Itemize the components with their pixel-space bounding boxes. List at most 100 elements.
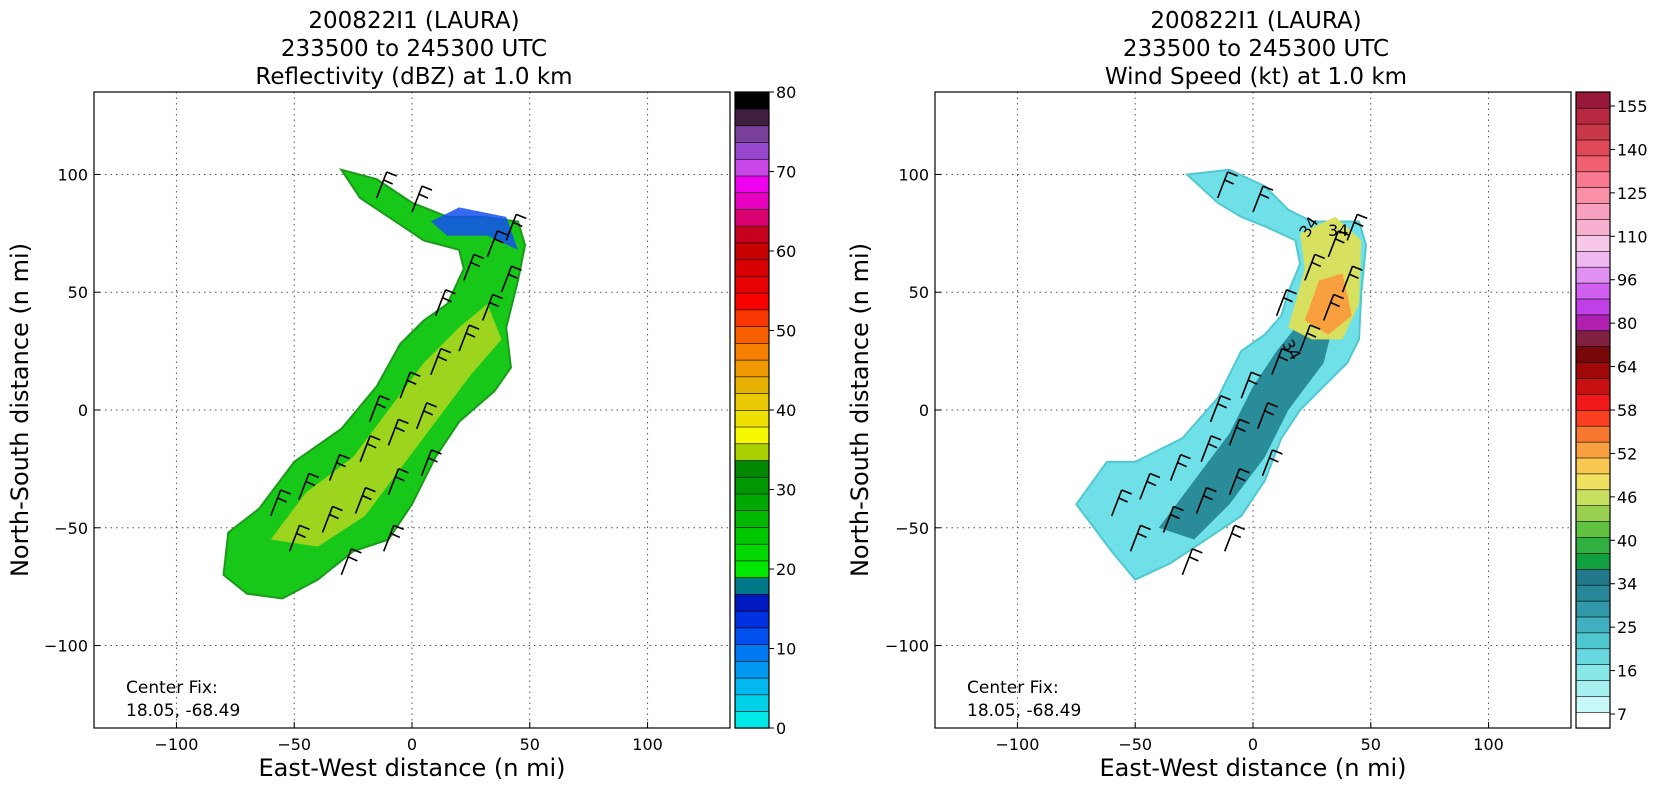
- wind-barb-flag: [383, 179, 393, 185]
- colorbar-tick-label: 80: [1617, 314, 1637, 333]
- colorbar-tick-label: 25: [1617, 618, 1637, 637]
- colorbar-swatch: [734, 242, 770, 260]
- wind-barb-flag: [296, 532, 306, 539]
- y-tick-label: −100: [885, 637, 929, 656]
- wind-barb-flag: [473, 253, 485, 260]
- reflectivity-x-axis-label: East-West distance (n mi): [258, 754, 565, 782]
- x-tick-label: 100: [632, 735, 663, 754]
- colorbar-swatch: [734, 175, 770, 194]
- reflectivity-title-line-2: 233500 to 245300 UTC: [281, 36, 547, 62]
- colorbar-swatch: [1575, 648, 1611, 666]
- colorbar-swatch: [1575, 489, 1611, 507]
- colorbar-swatch: [734, 326, 770, 344]
- wind-barb-flag: [376, 403, 386, 409]
- wind-barb-flag: [508, 273, 518, 279]
- wind-barb-flag: [369, 435, 381, 441]
- colorbar-swatch: [734, 694, 770, 712]
- colorbar-swatch: [734, 141, 770, 160]
- wind-barb-flag: [1206, 486, 1217, 493]
- wind-barb-shaft: [463, 254, 475, 281]
- wind-barb-flag: [1262, 185, 1274, 191]
- wind-barb-shaft: [1327, 230, 1340, 258]
- colorbar-swatch: [734, 108, 770, 127]
- colorbar-swatch: [734, 660, 770, 679]
- colorbar-swatch: [734, 426, 770, 445]
- x-tick-label: −50: [277, 735, 311, 754]
- wind-barb-flag: [1314, 253, 1326, 260]
- reflectivity-panel: 200822I1 (LAURA) 233500 to 245300 UTC Re…: [6, 8, 796, 782]
- windspeed-core: [1304, 273, 1352, 335]
- colorbar-swatch: [1575, 266, 1611, 284]
- wind-barb-flag: [1286, 289, 1297, 295]
- wind-barb-shaft: [1195, 487, 1208, 514]
- wind-barb-flag: [1278, 355, 1289, 362]
- windspeed-panel: 200822I1 (LAURA) 233500 to 245300 UTC Wi…: [846, 8, 1648, 782]
- colorbar-swatch: [1575, 679, 1611, 697]
- colorbar-swatch: [1575, 187, 1611, 204]
- colorbar-swatch: [1575, 250, 1611, 268]
- colorbar-tick-label: 80: [776, 83, 796, 102]
- wind-barb-flag: [494, 238, 504, 244]
- colorbar-swatch: [1575, 441, 1611, 459]
- wind-barb-shaft: [415, 402, 428, 430]
- wind-barb-shaft: [1162, 506, 1175, 533]
- wind-barb-shaft: [269, 489, 282, 517]
- colorbar-swatch: [1575, 203, 1611, 220]
- wind-barb-flag: [1259, 193, 1270, 199]
- wind-barb-flag: [1264, 410, 1275, 416]
- colorbar-swatch: [1575, 425, 1611, 443]
- reflectivity-y-axis-label: North-South distance (n mi): [6, 243, 34, 577]
- wind-barb-flag: [1330, 301, 1340, 308]
- wind-barb-flag: [1306, 332, 1317, 338]
- colorbar-swatch: [1575, 536, 1611, 554]
- wind-barb-shaft: [1228, 419, 1241, 446]
- wind-barb-flag: [1192, 548, 1203, 554]
- windspeed-contour-label: 34: [1328, 221, 1348, 240]
- y-tick-label: 50: [909, 283, 929, 302]
- colorbar-swatch: [734, 342, 770, 361]
- wind-barb-shaft: [387, 468, 400, 496]
- colorbar-swatch: [1575, 171, 1611, 189]
- wind-barb-flag: [386, 171, 397, 177]
- wind-barb-flag: [1236, 426, 1246, 433]
- wind-barb-shaft: [1169, 454, 1182, 481]
- wind-barb-shaft: [1200, 435, 1212, 463]
- colorbar-swatch: [1575, 552, 1611, 570]
- wind-barb-flag: [409, 371, 421, 377]
- wind-barb-shaft: [1240, 371, 1252, 399]
- wind-barb-flag: [421, 185, 433, 191]
- reflectivity-gridlines: [94, 92, 730, 728]
- wind-barb-shaft: [1341, 265, 1354, 293]
- colorbar-swatch: [734, 275, 770, 294]
- windspeed-center-fix-label: Center Fix:: [967, 678, 1059, 698]
- wind-barb-flag: [1247, 379, 1258, 385]
- wind-barb-shaft: [1216, 171, 1229, 199]
- colorbar-swatch: [734, 409, 770, 428]
- colorbar-tick-label: 7: [1617, 705, 1627, 724]
- wind-barb-flag: [1267, 402, 1279, 408]
- windspeed-center-fix-value: 18.05, -68.49: [967, 701, 1081, 721]
- colorbar-swatch: [1575, 330, 1611, 348]
- colorbar-swatch: [1575, 520, 1611, 538]
- wind-barb-flag: [497, 230, 508, 236]
- colorbar-swatch: [734, 627, 770, 645]
- colorbar-tick-label: 96: [1617, 271, 1637, 290]
- wind-barb-flag: [1239, 418, 1250, 425]
- wind-barb-flag: [470, 261, 481, 268]
- colorbar-tick-label: 40: [1617, 531, 1637, 550]
- wind-barb-flag: [1177, 461, 1187, 468]
- colorbar-swatch: [734, 392, 770, 411]
- colorbar-tick-label: 140: [1617, 140, 1648, 159]
- wind-barb-flag: [1231, 532, 1242, 539]
- wind-barb-flag: [512, 221, 523, 228]
- wind-barb-shaft: [359, 435, 371, 463]
- wind-barb-flag: [468, 324, 480, 330]
- wind-barb-shaft: [1271, 348, 1283, 375]
- y-tick-label: 100: [57, 165, 88, 184]
- reflectivity-title-line-3: Reflectivity (dBZ) at 1.0 km: [255, 64, 572, 90]
- colorbar-swatch: [1575, 584, 1611, 602]
- wind-barb-shaft: [430, 348, 442, 375]
- colorbar-swatch: [734, 560, 770, 578]
- wind-barb-flag: [492, 293, 503, 300]
